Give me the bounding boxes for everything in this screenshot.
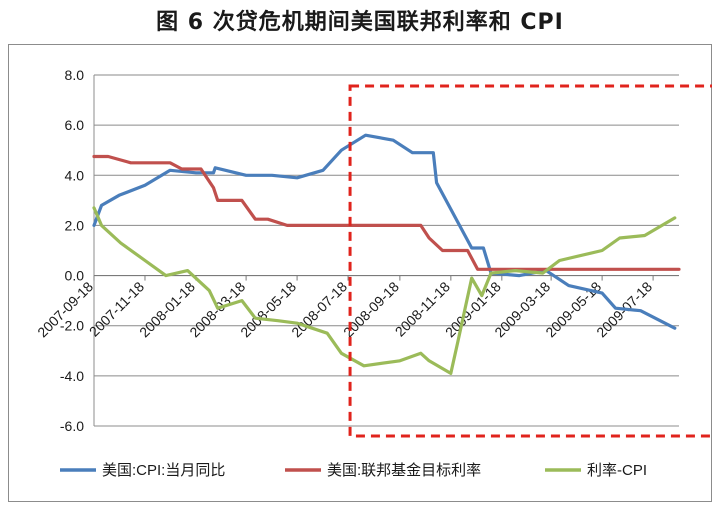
highlight-box: [348, 84, 712, 438]
chart-frame: 8.0 6.0 4.0 2.0 0.0 -2.0 -4.0 -6.0 2007-09-18 20…: [8, 44, 712, 502]
legend-label-3: 利率-CPI: [587, 462, 647, 479]
highlight-rect: [348, 84, 712, 438]
x-axis: 2007-09-182007-11-182008-01-182008-03-18…: [34, 274, 679, 340]
legend-label-2: 美国:联邦基金目标利率: [327, 462, 481, 479]
y-tick-label: -6.0: [60, 418, 84, 434]
y-tick-label: 2.0: [65, 217, 85, 233]
series-lines: [92, 133, 681, 375]
legend: 美国:CPI:当月同比 美国:联邦基金目标利率 利率-CPI: [60, 462, 647, 479]
y-tick-label: -2.0: [60, 318, 84, 334]
y-tick-label: 4.0: [65, 167, 85, 183]
line-chart: 8.0 6.0 4.0 2.0 0.0 -2.0 -4.0 -6.0 2007-09-1820…: [34, 67, 712, 479]
legend-label-1: 美国:CPI:当月同比: [102, 462, 225, 479]
y-tick-label: 6.0: [65, 117, 85, 133]
y-tick-label: 8.0: [65, 67, 85, 83]
y-tick-label: 0.0: [65, 268, 85, 284]
y-axis: 8.0 6.0 4.0 2.0 0.0 -2.0 -4.0 -6.0: [60, 67, 679, 434]
series-line-2: [92, 154, 681, 271]
chart-title: 图 6 次贷危机期间美国联邦利率和 CPI: [156, 10, 564, 35]
series-line-1: [92, 133, 677, 330]
series-line-3: [92, 206, 677, 375]
gridlines: [94, 74, 679, 427]
y-tick-label: -4.0: [60, 368, 84, 384]
